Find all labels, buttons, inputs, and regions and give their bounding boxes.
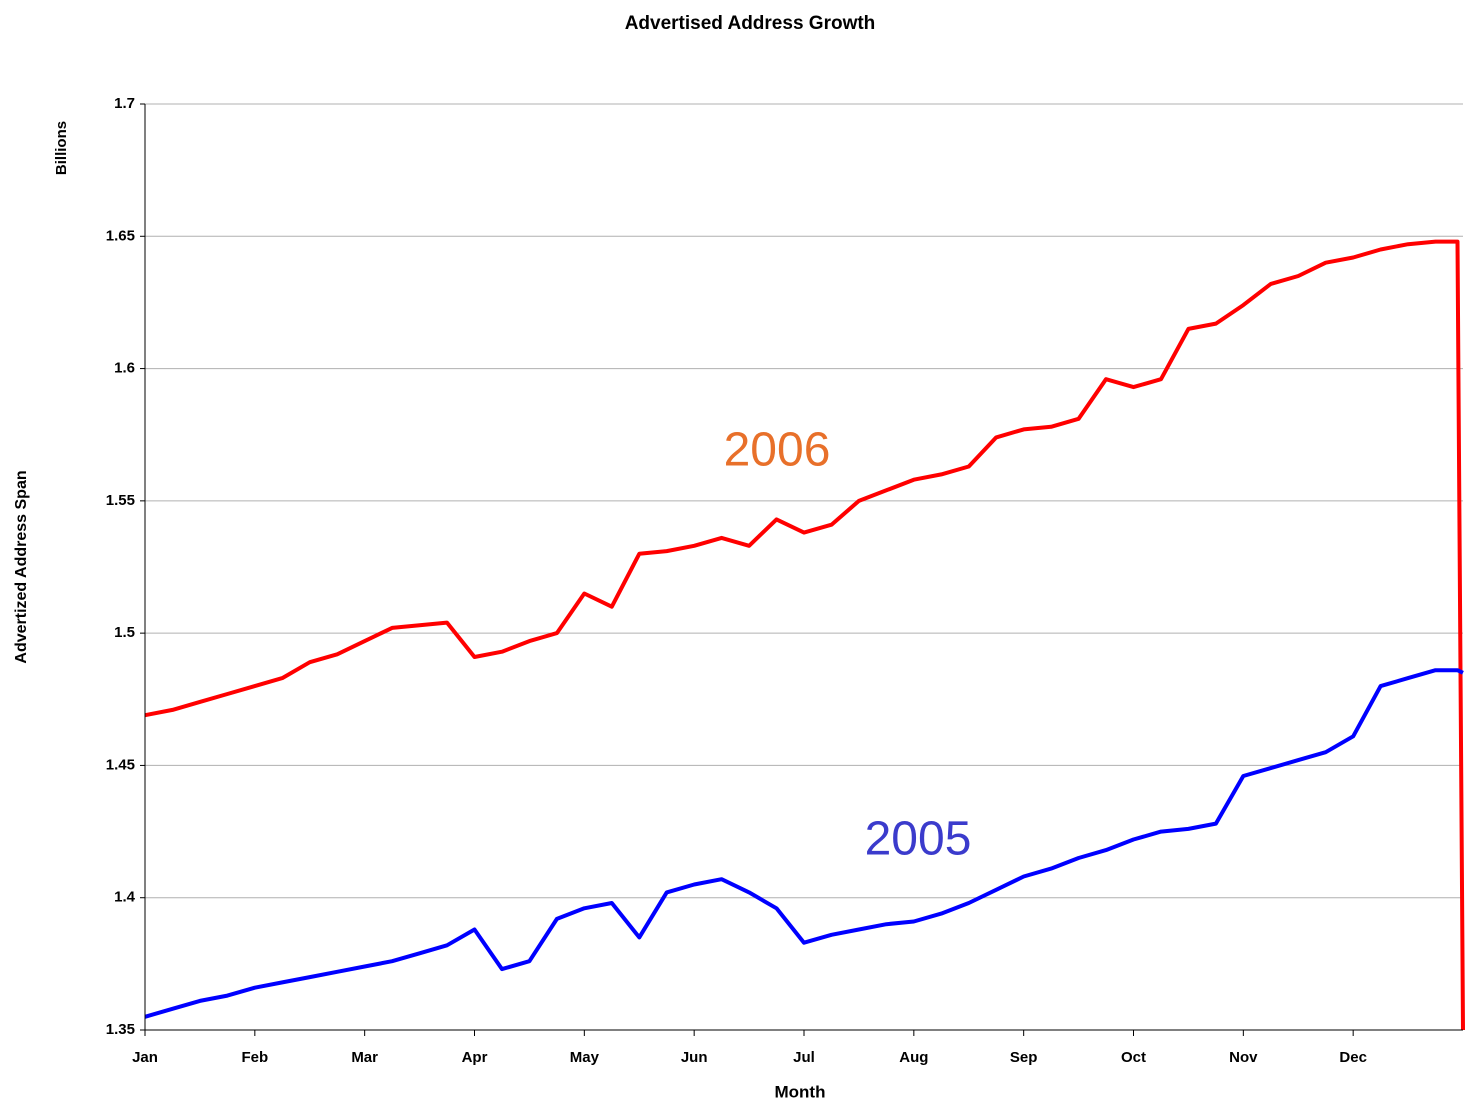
y-unit-label: Billions [53, 121, 70, 175]
y-tick-label: 1.5 [114, 624, 135, 641]
x-axis-label: Month [775, 1082, 826, 1101]
series-annotation: 2005 [865, 813, 972, 866]
x-tick-label: May [570, 1049, 600, 1066]
y-tick-label: 1.55 [106, 492, 135, 509]
y-tick-label: 1.45 [106, 756, 135, 773]
y-tick-label: 1.65 [106, 227, 135, 244]
x-tick-label: Oct [1121, 1049, 1146, 1066]
series-line [144, 668, 1464, 1019]
x-tick-label: Feb [241, 1049, 268, 1066]
y-tick-label: 1.35 [106, 1021, 135, 1038]
x-tick-label: Jan [132, 1049, 158, 1066]
y-tick-label: 1.4 [114, 889, 136, 906]
y-tick-label: 1.7 [114, 95, 135, 112]
x-tick-label: Apr [462, 1049, 488, 1066]
series-line [144, 239, 1465, 1031]
x-tick-label: Dec [1339, 1049, 1367, 1066]
y-tick-label: 1.6 [114, 360, 135, 377]
series-annotation: 2006 [724, 424, 831, 477]
x-tick-label: Nov [1229, 1049, 1258, 1066]
x-tick-label: Mar [351, 1049, 378, 1066]
x-tick-label: Aug [899, 1049, 928, 1066]
y-axis-label: Advertized Address Span [13, 470, 30, 663]
x-tick-label: Sep [1010, 1049, 1038, 1066]
x-tick-label: Jun [681, 1049, 708, 1066]
x-tick-label: Jul [793, 1049, 815, 1066]
chart-title: Advertised Address Growth [625, 13, 876, 34]
